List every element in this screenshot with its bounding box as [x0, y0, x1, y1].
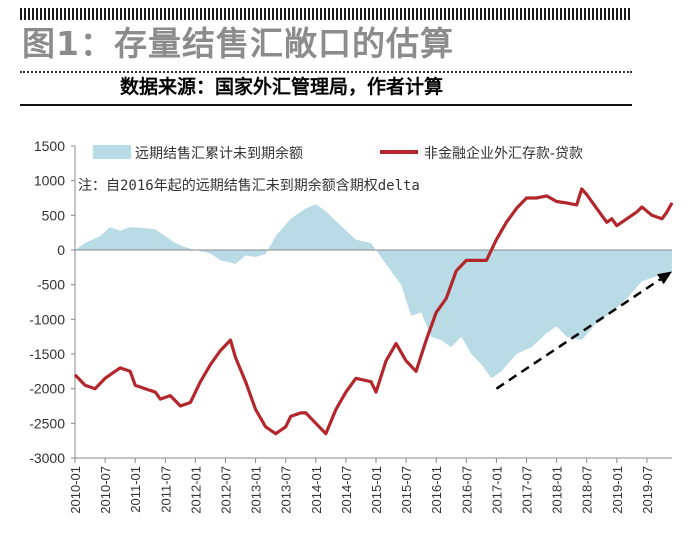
y-tick-label: 1500	[34, 138, 65, 154]
header-hatch-bar	[20, 8, 632, 20]
y-tick-label: 1000	[34, 173, 65, 189]
figure-title: 图1：存量结售汇敞口的估算	[22, 24, 454, 63]
x-tick-label: 2016-07	[459, 466, 474, 514]
series-area-forward-balance	[75, 204, 672, 379]
figure-source: 数据来源：国家外汇管理局，作者计算	[120, 76, 444, 98]
x-tick-label: 2016-01	[429, 466, 444, 514]
y-tick-label: -1000	[29, 311, 65, 327]
trend-arrow-shaft	[495, 278, 662, 390]
x-tick-label: 2019-07	[640, 466, 655, 514]
x-tick-label: 2013-07	[279, 466, 294, 514]
x-tick-label: 2011-01	[128, 466, 143, 513]
x-tick-label: 2018-01	[550, 466, 565, 514]
x-tick-label: 2017-01	[489, 466, 504, 514]
x-tick-label: 2013-01	[249, 466, 264, 514]
y-tick-label: 500	[42, 207, 66, 223]
legend-label-line: 非金融企业外汇存款-贷款	[424, 145, 583, 162]
x-tick-label: 2015-07	[399, 466, 414, 514]
y-tick-label: -1500	[29, 346, 65, 362]
y-tick-label: -3000	[29, 450, 65, 466]
y-tick-label: -500	[37, 277, 65, 293]
x-tick-label: 2018-07	[580, 466, 595, 514]
y-tick-label: -2000	[29, 381, 65, 397]
x-tick-label: 2010-01	[68, 466, 83, 514]
y-tick-label: -2500	[29, 415, 65, 431]
chart-annotation: 注：自2016年起的远期结售汇未到期余额含期权delta	[78, 177, 420, 194]
x-tick-label: 2012-01	[188, 466, 203, 514]
title-dotted-rule	[20, 71, 632, 73]
x-tick-label: 2012-07	[219, 466, 234, 514]
series-line-fx-deposit-minus-loan	[73, 187, 674, 436]
trend-arrow-head	[657, 271, 672, 285]
legend-swatch-area	[93, 145, 131, 159]
x-tick-label: 2014-07	[339, 466, 354, 514]
x-tick-label: 2011-07	[158, 466, 173, 513]
x-tick-label: 2014-01	[309, 466, 324, 514]
y-tick-label: 0	[57, 242, 65, 258]
x-tick-label: 2017-07	[520, 466, 535, 514]
x-tick-label: 2010-07	[98, 466, 113, 514]
source-solid-rule	[20, 104, 632, 106]
x-tick-label: 2015-01	[369, 466, 384, 514]
x-tick-label: 2019-01	[610, 466, 625, 514]
legend-label-area: 远期结售汇累计未到期余额	[135, 145, 303, 162]
